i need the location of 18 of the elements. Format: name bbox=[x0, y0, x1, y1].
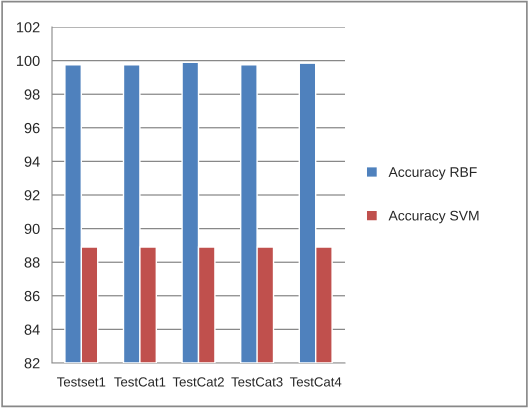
y-tick-label: 82 bbox=[24, 358, 40, 368]
y-tick-label: 90 bbox=[24, 224, 40, 234]
y-tick-label: 92 bbox=[24, 190, 40, 200]
y-tick-label: 94 bbox=[24, 156, 40, 167]
y-tick-label: 86 bbox=[24, 290, 40, 302]
x-tick-label: TestCat2 bbox=[172, 377, 224, 387]
y-tick-label: 88 bbox=[24, 257, 40, 268]
x-tick-label: Testset1 bbox=[57, 377, 106, 387]
x-tick-label: TestCat1 bbox=[114, 377, 166, 387]
x-tick-label: TestCat4 bbox=[290, 377, 342, 387]
legend-label: Accuracy RBF bbox=[388, 167, 477, 180]
y-tick-label: 100 bbox=[16, 56, 40, 66]
y-tick-label: 102 bbox=[16, 22, 40, 32]
y-tick-label: 96 bbox=[24, 122, 40, 134]
y-tick-label: 84 bbox=[24, 324, 40, 335]
legend-label: Accuracy SVM bbox=[388, 210, 478, 224]
x-tick-label: TestCat3 bbox=[231, 377, 283, 387]
y-tick-label: 98 bbox=[24, 89, 40, 100]
